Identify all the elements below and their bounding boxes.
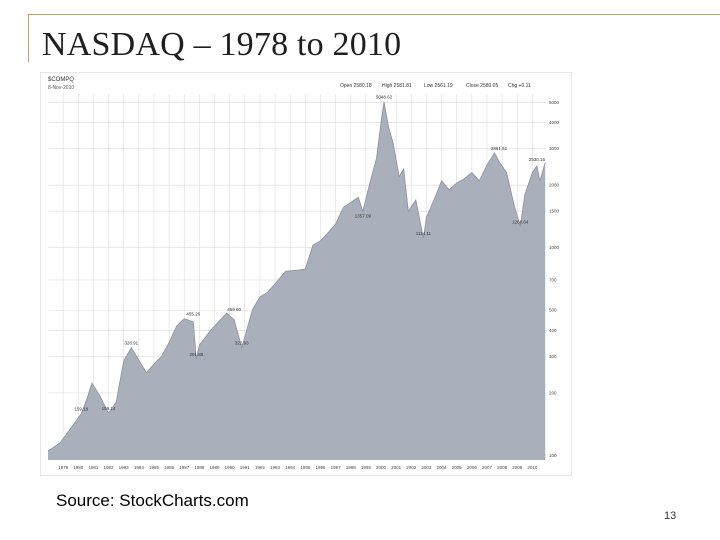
chart-header: $COMPQ 8-Nov-2010 Open 2580.18 High 2581.81… [48, 77, 531, 91]
y-tick-100: 100 [549, 453, 557, 458]
x-tick-1995: 1995 [300, 465, 311, 470]
source-caption: Source: StockCharts.com [56, 491, 249, 510]
header-date: 8-Nov-2010 [48, 85, 74, 91]
x-tick-2003: 2003 [421, 465, 432, 470]
peak-label-0: 5048.62 [376, 95, 393, 100]
peak-label-12: 1357.09 [355, 214, 372, 219]
peak-label-1: 2861.51 [491, 146, 508, 151]
peak-label-3: 1114.11 [416, 231, 432, 236]
chart-svg: $COMPQ 8-Nov-2010 Open 2580.18 High 2581.81… [40, 72, 572, 476]
x-tick-1997: 1997 [331, 465, 342, 470]
y-tick-300: 300 [549, 354, 557, 359]
peak-label-5: 159.18 [74, 407, 88, 412]
x-tick-1989: 1989 [209, 465, 220, 470]
x-tick-1990: 1990 [225, 465, 236, 470]
frame-left-rule [28, 14, 29, 62]
nasdaq-area [48, 101, 546, 460]
peak-label-10: 469.60 [227, 307, 241, 312]
x-tick-1996: 1996 [315, 465, 326, 470]
y-tick-4000: 4000 [549, 120, 560, 125]
x-tick-2001: 2001 [391, 465, 402, 470]
x-tick-1983: 1983 [119, 465, 130, 470]
header-symbol: $COMPQ [48, 77, 74, 83]
y-tick-400: 400 [549, 328, 557, 333]
frame-top-rule [28, 14, 720, 15]
x-tick-1994: 1994 [285, 465, 296, 470]
x-tick-1980: 1980 [73, 465, 84, 470]
y-tick-1500: 1500 [549, 209, 560, 214]
peak-label-9: 291.88 [189, 352, 203, 357]
y-tick-5000: 5000 [549, 100, 560, 105]
header-close: Close 2580.05 [466, 83, 498, 89]
peak-label-11: 322.93 [235, 341, 249, 346]
x-tick-1998: 1998 [346, 465, 357, 470]
x-tick-1993: 1993 [270, 465, 281, 470]
y-tick-500: 500 [549, 308, 557, 313]
x-tick-1981: 1981 [88, 465, 99, 470]
x-tick-1979: 1979 [58, 465, 69, 470]
header-high: High 2581.81 [382, 83, 412, 89]
nasdaq-chart: $COMPQ 8-Nov-2010 Open 2580.18 High 2581.81… [40, 72, 572, 476]
y-tick-200: 200 [549, 390, 557, 395]
nasdaq-line [47, 101, 546, 452]
header-open: Open 2580.18 [340, 83, 372, 89]
peak-label-7: 328.91 [124, 341, 138, 346]
slide-title: NASDAQ – 1978 to 2010 [42, 26, 402, 63]
x-tick-2002: 2002 [406, 465, 417, 470]
x-tick-1987: 1987 [179, 465, 190, 470]
peak-label-6: 159.14 [102, 406, 116, 411]
x-tick-2009: 2009 [512, 465, 523, 470]
header-chg: Chg +0.11 [508, 83, 531, 89]
y-axis-ticks: 100 200 300 400 500 700 1000 1500 2000 3000 4000 50… [549, 100, 560, 458]
x-tick-2005: 2005 [452, 465, 463, 470]
x-tick-1982: 1982 [104, 465, 115, 470]
x-tick-2010: 2010 [527, 465, 538, 470]
x-tick-1988: 1988 [194, 465, 205, 470]
x-tick-1991: 1991 [240, 465, 251, 470]
x-tick-2007: 2007 [482, 465, 493, 470]
x-tick-1992: 1992 [255, 465, 266, 470]
x-tick-2008: 2008 [497, 465, 508, 470]
header-low: Low 2561.19 [424, 83, 453, 89]
peak-label-2: 2530.15 [529, 157, 546, 162]
x-tick-1999: 1999 [361, 465, 372, 470]
x-tick-2004: 2004 [437, 465, 448, 470]
peak-label-8: 455.26 [186, 312, 200, 317]
x-tick-1985: 1985 [149, 465, 160, 470]
x-tick-2000: 2000 [376, 465, 387, 470]
y-tick-700: 700 [549, 277, 557, 282]
peak-label-4: 1268.64 [512, 219, 529, 224]
y-tick-2000: 2000 [549, 183, 560, 188]
y-tick-1000: 1000 [549, 245, 560, 250]
chart-peak-labels: 5048.62 2861.51 2530.15 1114.11 1268.64 159.1… [74, 95, 545, 412]
page-number: 13 [664, 510, 677, 522]
y-tick-3000: 3000 [549, 146, 560, 151]
chart-area [47, 101, 546, 460]
x-tick-1984: 1984 [134, 465, 145, 470]
x-tick-1986: 1986 [164, 465, 175, 470]
x-tick-2006: 2006 [467, 465, 478, 470]
x-axis-ticks: 1979 1980 1981 1982 1983 1984 1985 1986 1987 1988… [58, 465, 538, 470]
